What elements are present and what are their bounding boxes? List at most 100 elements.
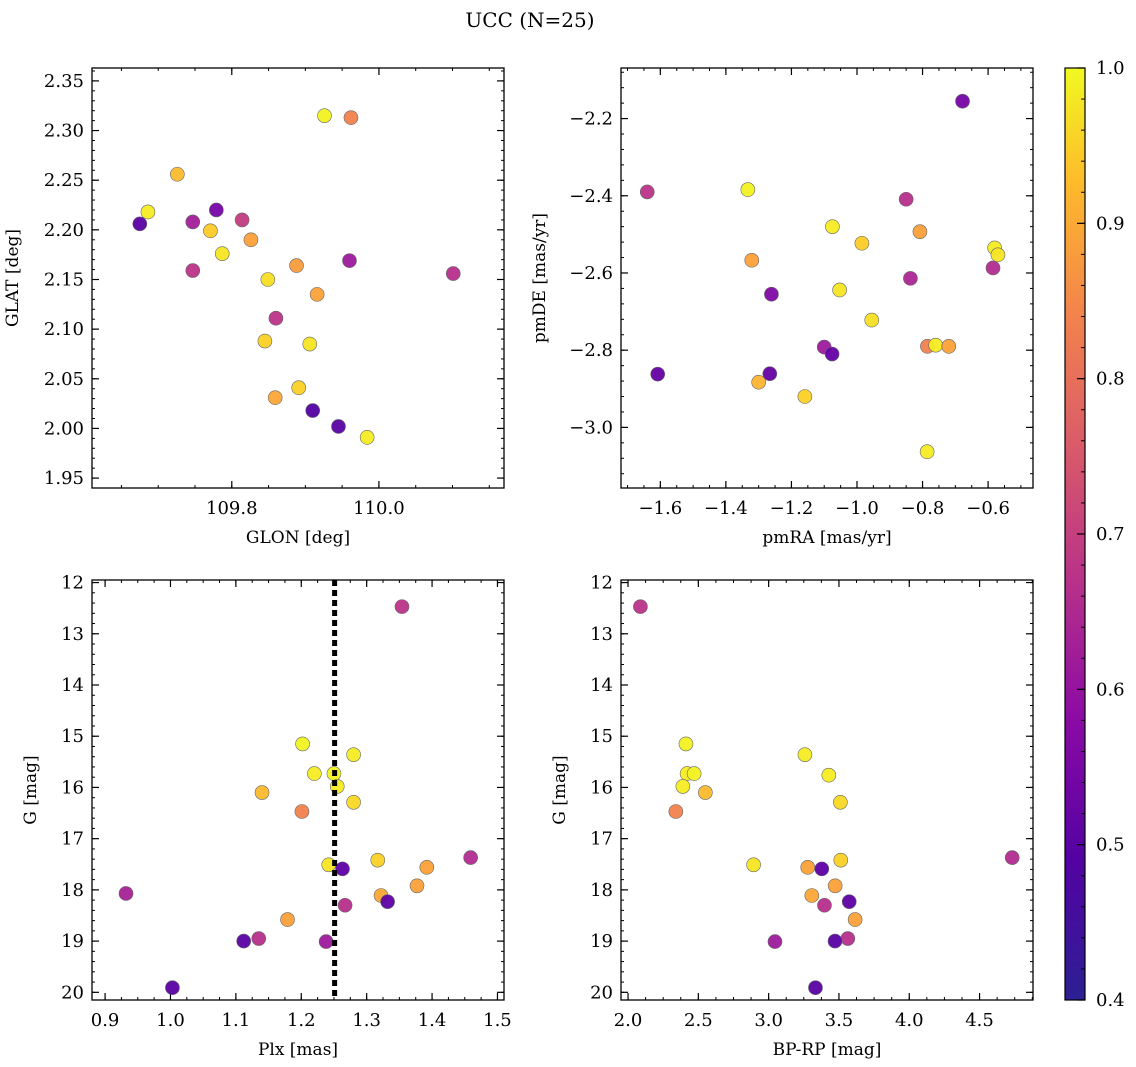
colorbar-tick-label: 0.4 — [1096, 990, 1125, 1011]
y-tick-label: 12 — [61, 573, 84, 594]
data-point — [346, 747, 361, 762]
colorbar-tick-label: 0.6 — [1096, 679, 1125, 700]
y-tick-label: 16 — [590, 777, 613, 798]
data-points — [639, 93, 1006, 460]
scatter-panel-3: 0.9 1.0 1.1 1.2 1.3 1.4 1.5 12 13 14 15 16 17 18 19 20 P… — [21, 573, 512, 1060]
y-tick-label: 18 — [61, 880, 84, 901]
plot-area — [621, 68, 1033, 488]
x-tick-label: −1.4 — [704, 498, 748, 519]
plot-frame — [620, 579, 1034, 1001]
plot-frame — [91, 579, 505, 1001]
y-tick-label: −2.8 — [569, 340, 613, 361]
data-point — [463, 850, 478, 865]
data-points — [132, 108, 461, 445]
data-point — [251, 931, 267, 946]
x-tick-label: 3.5 — [825, 1010, 854, 1031]
data-point — [824, 346, 840, 362]
data-point — [864, 312, 880, 328]
data-point — [359, 430, 375, 445]
data-point — [445, 266, 461, 281]
data-point — [380, 894, 395, 909]
data-point — [633, 599, 648, 614]
data-point — [854, 235, 870, 251]
x-tick-label: 110.0 — [353, 498, 405, 519]
y-axis-label: G [mag] — [21, 755, 41, 824]
data-point — [650, 366, 666, 382]
data-point — [767, 934, 783, 949]
y-tick-label: 13 — [61, 624, 84, 645]
data-point — [686, 766, 702, 781]
x-tick-label: 4.5 — [965, 1010, 994, 1031]
x-tick-label: 4.0 — [895, 1010, 924, 1031]
data-point — [675, 779, 691, 794]
data-point — [289, 258, 304, 273]
y-tick-label: 15 — [61, 726, 84, 747]
x-tick-label: −0.6 — [966, 498, 1010, 519]
data-point — [260, 272, 276, 287]
x-axis-label: GLON [deg] — [246, 528, 350, 548]
y-tick-label: 1.95 — [44, 468, 84, 489]
colorbar-tick-label: 0.5 — [1096, 835, 1125, 856]
y-tick-label: 15 — [590, 726, 613, 747]
data-point — [804, 888, 820, 903]
data-point — [280, 912, 295, 927]
plot-area — [92, 580, 504, 1000]
x-tick-label: 1.0 — [156, 1010, 185, 1031]
data-point — [419, 860, 435, 875]
data-point — [898, 191, 914, 207]
data-point — [841, 894, 857, 909]
y-tick-label: 2.30 — [44, 121, 84, 142]
data-point — [140, 204, 156, 220]
data-point — [797, 747, 813, 762]
data-point — [825, 219, 840, 234]
data-point — [409, 878, 425, 894]
plot-frame — [91, 67, 505, 489]
y-axis-label: G [mag] — [550, 755, 570, 824]
data-point — [827, 933, 843, 949]
data-point — [832, 282, 847, 298]
data-point — [990, 247, 1006, 263]
x-tick-label: −1.6 — [638, 498, 682, 519]
data-point — [236, 933, 252, 949]
data-point — [214, 246, 230, 261]
y-tick-label: 2.35 — [44, 71, 84, 92]
data-point — [833, 794, 848, 810]
data-point — [985, 260, 1001, 276]
data-point — [170, 166, 185, 182]
plot-area — [92, 68, 504, 488]
data-point — [331, 419, 346, 434]
plot-area — [621, 580, 1033, 1000]
colorbar-tick-label: 0.7 — [1096, 524, 1125, 545]
data-point — [318, 934, 334, 949]
data-point — [847, 912, 863, 927]
y-tick-label: 14 — [590, 675, 613, 696]
x-tick-label: 0.9 — [91, 1010, 120, 1031]
x-tick-label: −1.0 — [835, 498, 879, 519]
data-point — [797, 389, 813, 404]
y-tick-label: 13 — [590, 624, 613, 645]
data-point — [394, 599, 410, 614]
data-point — [817, 897, 832, 913]
data-point — [243, 232, 259, 248]
data-point — [342, 253, 357, 268]
y-tick-label: 2.25 — [44, 170, 84, 191]
data-point — [185, 214, 201, 230]
y-tick-label: 19 — [590, 931, 613, 952]
data-point — [257, 333, 273, 349]
colorbar-tick-label: 0.8 — [1096, 369, 1125, 390]
data-point — [335, 861, 350, 877]
y-tick-label: 12 — [590, 573, 613, 594]
y-tick-label: 17 — [590, 829, 613, 850]
data-point — [919, 444, 935, 460]
y-tick-label: 18 — [590, 880, 613, 901]
data-point — [307, 766, 322, 781]
data-point — [337, 897, 353, 913]
data-point — [821, 767, 837, 783]
data-point — [294, 804, 310, 819]
data-point — [291, 380, 307, 396]
y-tick-label: 20 — [590, 982, 613, 1003]
y-tick-label: −3.0 — [569, 417, 613, 438]
data-point — [295, 736, 310, 752]
x-tick-label: 2.5 — [684, 1010, 713, 1031]
